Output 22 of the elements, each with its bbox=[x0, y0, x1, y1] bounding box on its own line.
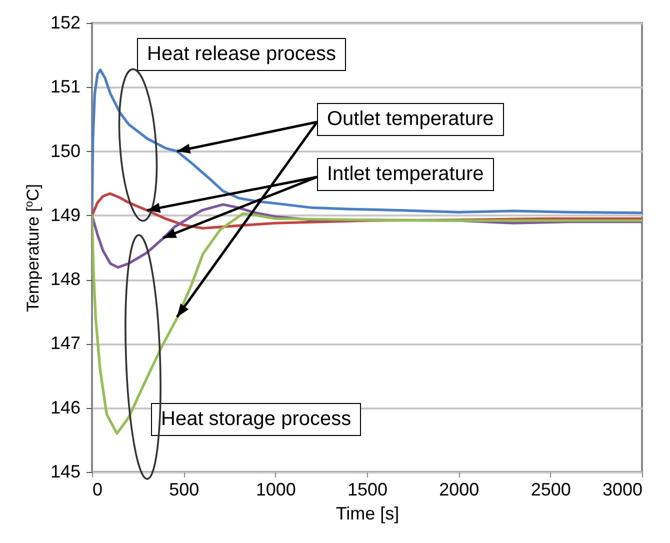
y-tick-label: 146 bbox=[50, 397, 80, 418]
annotation: Outlet temperature bbox=[317, 103, 504, 136]
line-series bbox=[92, 68, 642, 217]
x-axis-title: Time [s] bbox=[336, 504, 400, 524]
x-tick-label: 500 bbox=[169, 480, 200, 500]
y-tick-label: 145 bbox=[50, 462, 80, 482]
y-tick-label: 149 bbox=[50, 204, 80, 225]
y-tick-label: 148 bbox=[50, 269, 80, 290]
annotation: Heat storage process bbox=[151, 403, 362, 436]
y-tick-label: 150 bbox=[50, 140, 80, 161]
x-tick-label: 1000 bbox=[256, 480, 296, 500]
annotation: Intlet temperature bbox=[317, 158, 494, 191]
x-tick-label: 2000 bbox=[439, 480, 480, 500]
x-tick-label: 0 bbox=[92, 480, 103, 500]
line-series bbox=[92, 212, 642, 435]
x-tick-label: 2500 bbox=[530, 480, 571, 500]
y-tick-label: 151 bbox=[50, 76, 80, 97]
y-tick-label: 147 bbox=[50, 333, 80, 354]
y-tick-label: 152 bbox=[50, 12, 80, 32]
annotation: Heat release process bbox=[137, 38, 346, 71]
x-tick-label: 3000 bbox=[602, 480, 642, 500]
x-tick-label: 1500 bbox=[347, 480, 388, 500]
